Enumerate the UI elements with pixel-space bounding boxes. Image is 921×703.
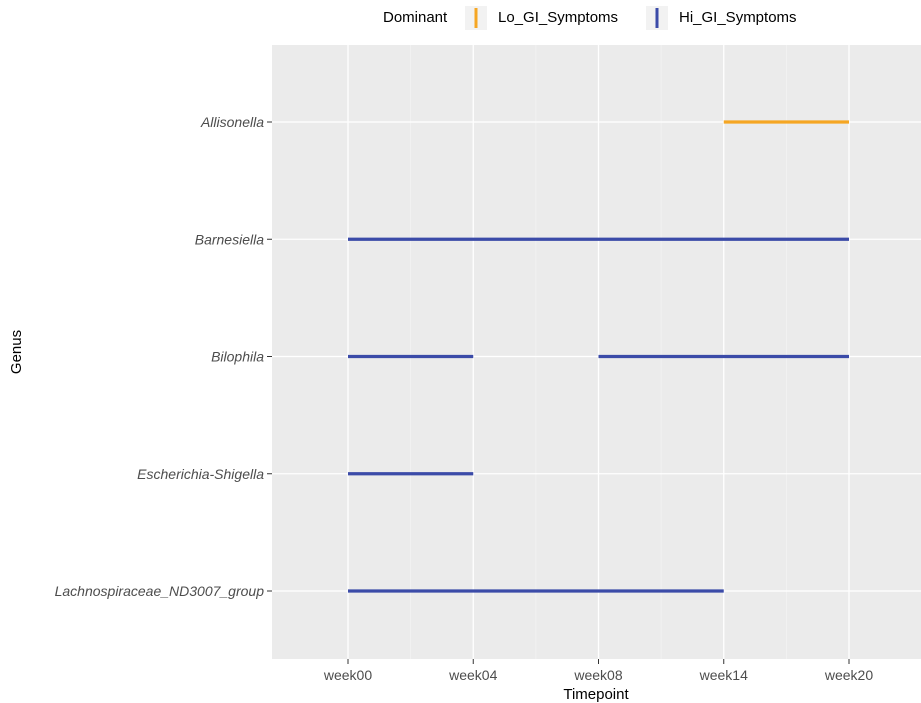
y-axis-title: Genus — [8, 330, 25, 374]
x-tick-label: week04 — [448, 667, 497, 683]
y-tick-label: Barnesiella — [195, 231, 264, 247]
y-axis: Allisonella Barnesiella Bilophila Escherich… — [55, 114, 272, 599]
legend-label-hi: Hi_GI_Symptoms — [679, 9, 797, 26]
x-axis-title: Timepoint — [563, 686, 629, 703]
segments-layer — [348, 120, 849, 593]
legend-label-lo: Lo_GI_Symptoms — [498, 9, 618, 26]
y-tick-label: Bilophila — [211, 349, 264, 365]
y-tick-label: Allisonella — [200, 114, 264, 130]
x-tick-label: week14 — [699, 667, 748, 683]
legend-title: Dominant — [383, 9, 448, 26]
x-tick-label: week00 — [323, 667, 372, 683]
x-tick-label: week20 — [824, 667, 873, 683]
y-tick-label: Escherichia-Shigella — [137, 466, 264, 482]
x-tick-label: week08 — [573, 667, 622, 683]
y-tick-label: Lachnospiraceae_ND3007_group — [55, 583, 265, 599]
plot-panel — [272, 45, 921, 659]
x-axis: week00 week04 week08 week14 week20 — [323, 659, 873, 683]
legend: Dominant Lo_GI_Symptoms Hi_GI_Symptoms — [383, 6, 797, 30]
